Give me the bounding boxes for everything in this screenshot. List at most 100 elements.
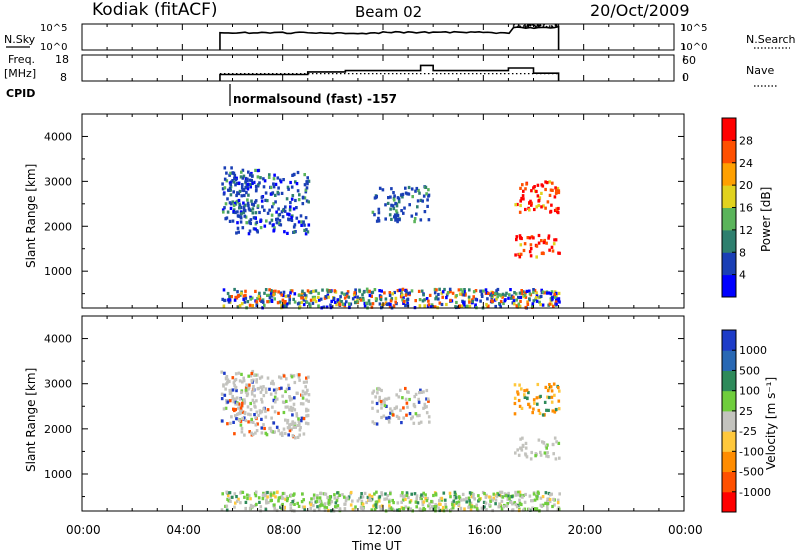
- echo-cell: [554, 238, 558, 242]
- echo-cell: [233, 287, 236, 292]
- echo-cell: [461, 492, 465, 496]
- echo-cell: [525, 388, 529, 392]
- noise-search-dot: [550, 25, 553, 27]
- echo-cell: [231, 219, 235, 223]
- echo-cell: [414, 299, 417, 303]
- echo-cell: [498, 502, 501, 506]
- echo-cell: [226, 378, 230, 382]
- echo-cell: [402, 406, 405, 410]
- echo-cell: [396, 501, 400, 505]
- echo-cell: [275, 397, 279, 401]
- echo-cell: [518, 291, 522, 295]
- echo-cell: [240, 212, 243, 216]
- echo-cell: [295, 206, 298, 210]
- echo-cell: [290, 397, 293, 401]
- echo-cell: [264, 409, 267, 413]
- echo-cell: [519, 203, 522, 208]
- echo-cell: [270, 416, 273, 420]
- echo-cell: [254, 431, 257, 435]
- echo-cell: [261, 497, 265, 501]
- echo-cell: [399, 388, 402, 392]
- echo-cell: [249, 374, 253, 378]
- echo-cell: [413, 395, 416, 399]
- noise-search-dot: [533, 24, 536, 27]
- echo-cell: [368, 302, 372, 306]
- echo-cell: [518, 234, 522, 238]
- echo-cell: [423, 508, 427, 512]
- echo-cell: [352, 293, 356, 297]
- echo-cell: [555, 188, 558, 192]
- echo-cell: [501, 295, 504, 299]
- echo-cell: [422, 194, 426, 198]
- echo-cell: [392, 198, 396, 202]
- echo-cell: [268, 387, 271, 391]
- echo-cell: [445, 508, 449, 512]
- echo-cell: [256, 204, 260, 208]
- echo-cell: [284, 294, 288, 298]
- echo-cell: [557, 441, 561, 445]
- echo-cell: [290, 185, 294, 189]
- echo-cell: [231, 376, 235, 380]
- echo-cell: [299, 426, 302, 430]
- echo-cell: [305, 376, 308, 380]
- echo-cell: [550, 302, 553, 306]
- echo-cell: [292, 173, 296, 177]
- echo-cell: [536, 402, 539, 406]
- echo-cell: [246, 300, 250, 304]
- echo-cell: [390, 203, 393, 207]
- echo-cell: [551, 409, 555, 413]
- echo-cell: [557, 206, 560, 211]
- echo-cell: [290, 408, 294, 412]
- echo-cell: [404, 303, 407, 308]
- echo-cell: [291, 194, 295, 198]
- echo-cell: [473, 497, 476, 501]
- echo-cell: [264, 288, 268, 292]
- colorbar-frame: [721, 329, 737, 513]
- echo-cell: [275, 387, 278, 391]
- echo-cell: [390, 508, 394, 512]
- echo-cell: [249, 295, 252, 299]
- echo-cell: [250, 431, 253, 435]
- echo-cell: [286, 185, 290, 189]
- echo-cell: [381, 188, 385, 192]
- echo-cell: [434, 508, 437, 512]
- echo-cell: [287, 294, 290, 298]
- echo-cell: [421, 299, 425, 303]
- echo-cell: [255, 229, 259, 233]
- echo-cell: [557, 297, 561, 301]
- echo-cell: [388, 291, 392, 295]
- echo-cell: [323, 505, 327, 509]
- colorbar-swatch: [722, 491, 736, 513]
- echo-cell: [356, 499, 360, 503]
- echo-cell: [238, 202, 241, 206]
- echo-cell: [557, 291, 561, 295]
- echo-cell: [252, 227, 256, 231]
- echo-cell: [322, 305, 326, 309]
- echo-cell: [268, 221, 272, 225]
- echo-cell: [233, 180, 236, 184]
- echo-cell: [535, 497, 539, 501]
- echo-cell: [270, 381, 273, 385]
- echo-cell: [554, 300, 558, 304]
- echo-cell: [300, 500, 304, 504]
- echo-cell: [471, 299, 474, 303]
- echo-cell: [372, 504, 375, 508]
- echo-cell: [321, 288, 324, 292]
- echo-cell: [390, 297, 394, 301]
- echo-cell: [309, 291, 312, 295]
- echo-cell: [553, 503, 556, 507]
- echo-cell: [308, 302, 311, 306]
- echo-cell: [519, 243, 523, 247]
- echo-cell: [524, 187, 527, 191]
- echo-cell: [236, 221, 239, 225]
- echo-cell: [292, 207, 296, 211]
- echo-cell: [555, 440, 558, 444]
- echo-cell: [359, 505, 363, 509]
- echo-cell: [296, 391, 299, 395]
- echo-cell: [270, 218, 274, 222]
- echo-cell: [470, 491, 474, 495]
- echo-cell: [479, 289, 482, 293]
- echo-cell: [410, 492, 413, 496]
